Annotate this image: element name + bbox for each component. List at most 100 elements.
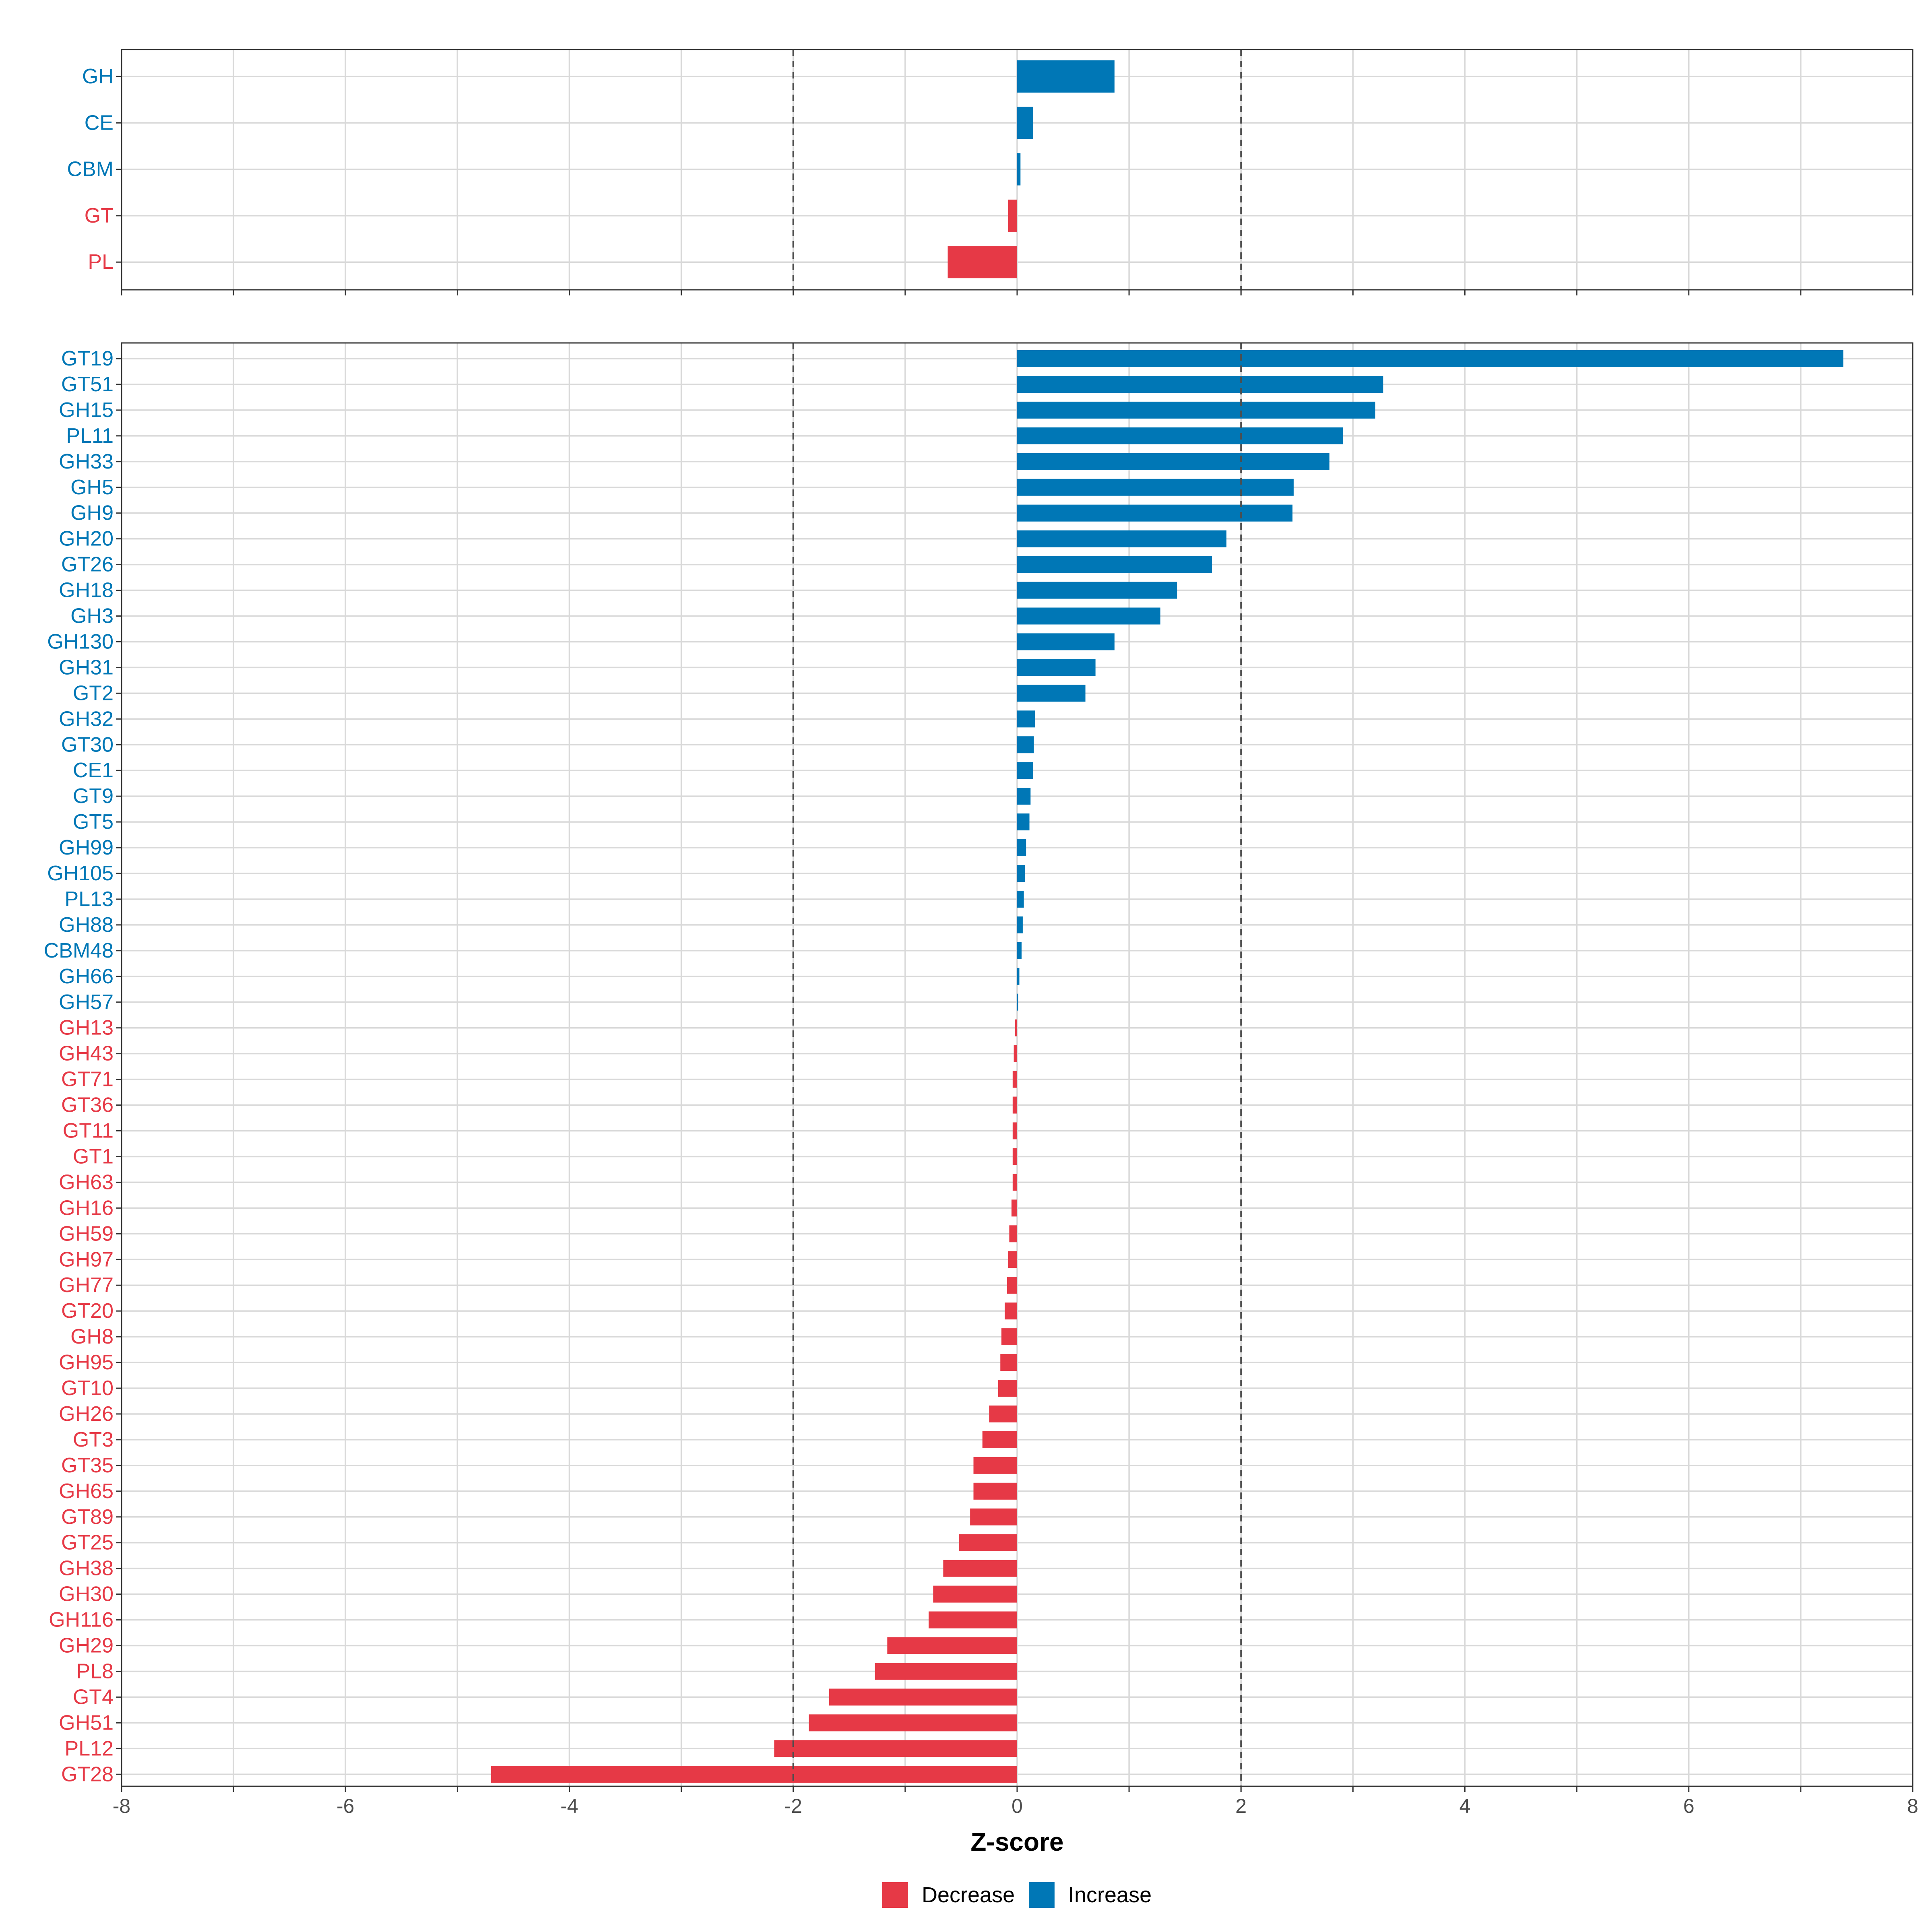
bar-gh99 — [1017, 839, 1026, 857]
category-label: GH — [82, 65, 114, 88]
bar-gh8 — [1001, 1328, 1017, 1346]
category-label: GT71 — [61, 1068, 114, 1091]
legend-key-increase — [1029, 1882, 1055, 1908]
category-label: GT4 — [73, 1685, 114, 1709]
bar-pl11 — [1017, 427, 1343, 444]
category-label: GH9 — [70, 502, 114, 525]
category-label: GT5 — [73, 810, 114, 834]
category-label: GH77 — [59, 1274, 114, 1297]
bar-gt51 — [1017, 376, 1383, 393]
category-label: PL11 — [66, 424, 114, 448]
bar-ce1 — [1017, 762, 1033, 779]
x-tick-label: -8 — [113, 1795, 130, 1817]
category-label: GH32 — [59, 707, 114, 731]
category-label: CE1 — [73, 759, 114, 782]
bar-gh29 — [887, 1637, 1017, 1654]
category-label: PL8 — [76, 1660, 114, 1683]
category-label: CBM — [67, 158, 114, 181]
category-label: GT3 — [73, 1428, 114, 1451]
x-tick-label: 2 — [1235, 1795, 1247, 1817]
bar-gt11 — [1012, 1122, 1017, 1139]
category-label: CBM48 — [44, 939, 114, 962]
bar-gh57 — [1017, 993, 1018, 1011]
bar-cbm — [1017, 153, 1021, 186]
category-label: GH105 — [47, 862, 114, 885]
bar-gh59 — [1009, 1225, 1017, 1243]
category-label: GT25 — [61, 1531, 114, 1554]
bar-gh105 — [1017, 865, 1025, 882]
category-label: GT11 — [63, 1119, 114, 1143]
category-label: GH65 — [59, 1480, 114, 1503]
category-label: GH18 — [59, 579, 114, 602]
category-label: GH63 — [59, 1170, 114, 1194]
bar-gh63 — [1012, 1174, 1017, 1191]
bar-gt30 — [1017, 736, 1034, 753]
bar-gt25 — [959, 1534, 1017, 1551]
category-label: GH99 — [59, 836, 114, 859]
bar-gh33 — [1017, 453, 1329, 470]
legend-label-decrease: Decrease — [922, 1883, 1015, 1907]
category-label: GH8 — [70, 1325, 114, 1348]
bar-gh32 — [1017, 710, 1035, 728]
x-axis-title: Z-score — [970, 1827, 1063, 1856]
category-label: GH5 — [70, 476, 114, 499]
category-label: GT9 — [73, 784, 114, 808]
bar-gh15 — [1017, 401, 1375, 419]
category-label: GT — [85, 204, 114, 227]
bar-ce — [1017, 107, 1033, 139]
bar-gh13 — [1015, 1019, 1017, 1036]
category-label: GH95 — [59, 1351, 114, 1374]
bar-gh43 — [1013, 1045, 1017, 1062]
bar-gh130 — [1017, 633, 1115, 650]
bar-gh51 — [809, 1714, 1017, 1732]
x-tick-label: 8 — [1907, 1795, 1918, 1817]
bar-gh — [1017, 60, 1115, 93]
x-tick-label: -2 — [784, 1795, 802, 1817]
bar-gh18 — [1017, 582, 1177, 599]
bar-gh97 — [1008, 1251, 1017, 1268]
legend-label-increase: Increase — [1068, 1883, 1152, 1907]
bar-gt26 — [1017, 556, 1212, 573]
category-label: GT89 — [61, 1505, 114, 1529]
bar-pl12 — [774, 1740, 1017, 1757]
bar-gt10 — [998, 1380, 1017, 1397]
bar-gh3 — [1017, 607, 1160, 625]
category-label: GH3 — [70, 605, 114, 628]
x-tick-label: 4 — [1459, 1795, 1471, 1817]
category-label: GT19 — [61, 347, 114, 370]
category-label: PL13 — [65, 888, 114, 911]
bar-gt89 — [970, 1508, 1017, 1525]
x-tick-label: 0 — [1011, 1795, 1023, 1817]
bar-gh38 — [943, 1560, 1017, 1577]
category-label: GH38 — [59, 1557, 114, 1580]
x-tick-label: -4 — [560, 1795, 578, 1817]
bar-cbm48 — [1017, 942, 1022, 959]
bar-gh16 — [1011, 1199, 1017, 1217]
bar-pl13 — [1017, 890, 1024, 908]
category-label: GH31 — [59, 656, 114, 679]
bar-gt28 — [491, 1766, 1017, 1783]
category-label: GH130 — [47, 630, 114, 653]
bar-gh116 — [929, 1611, 1017, 1629]
category-label: GT28 — [61, 1763, 114, 1786]
category-label: GH15 — [59, 398, 114, 422]
bar-gt2 — [1017, 685, 1086, 702]
category-label: GH66 — [59, 965, 114, 988]
bar-gh9 — [1017, 504, 1293, 522]
category-label: GH16 — [59, 1196, 114, 1220]
bar-gt36 — [1012, 1096, 1017, 1114]
category-label: GH20 — [59, 527, 114, 551]
category-label: GH43 — [59, 1042, 114, 1065]
bar-gh20 — [1017, 530, 1227, 547]
x-tick-label: -6 — [336, 1795, 354, 1817]
category-label: GH33 — [59, 450, 114, 473]
bar-gh66 — [1017, 968, 1020, 985]
bar-gt20 — [1005, 1302, 1017, 1320]
bar-pl — [947, 246, 1017, 279]
bar-gh88 — [1017, 916, 1023, 933]
bar-gt1 — [1012, 1148, 1017, 1165]
category-label: GH26 — [59, 1402, 114, 1426]
category-label: GH116 — [49, 1608, 114, 1632]
bar-gt35 — [973, 1457, 1017, 1474]
